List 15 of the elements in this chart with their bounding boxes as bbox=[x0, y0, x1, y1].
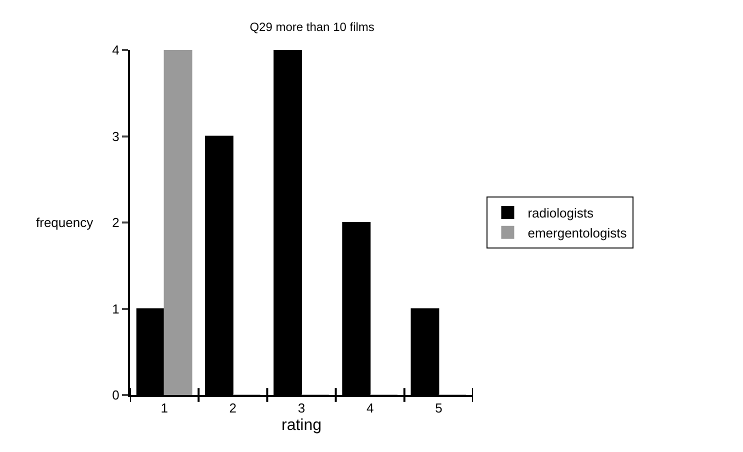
x-axis-title: rating bbox=[281, 416, 322, 434]
x-tick-label: 4 bbox=[366, 400, 374, 416]
x-tick-label: 5 bbox=[435, 400, 442, 416]
y-tick-label: 4 bbox=[112, 42, 120, 58]
legend-label: radiologists bbox=[528, 206, 594, 221]
x-tick-label: 3 bbox=[298, 400, 306, 416]
y-tick-label: 0 bbox=[112, 388, 120, 403]
x-tick-label: 2 bbox=[229, 400, 237, 416]
x-tick-label: 1 bbox=[160, 400, 168, 416]
y-axis-title: frequency bbox=[36, 215, 94, 230]
legend-label: emergentologists bbox=[528, 225, 628, 240]
y-tick-label: 3 bbox=[112, 128, 120, 144]
y-tick-label: 2 bbox=[112, 215, 120, 230]
y-tick-label: 1 bbox=[112, 301, 120, 316]
chart-title: Q29 more than 10 films bbox=[250, 20, 374, 34]
